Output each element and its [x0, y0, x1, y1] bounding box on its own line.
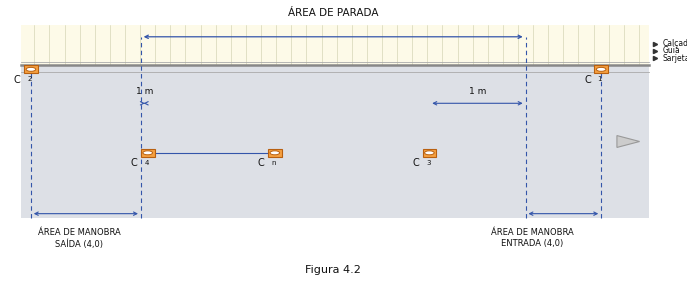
Text: C: C [584, 75, 591, 85]
Text: Calçada: Calçada [663, 39, 687, 48]
Text: Figura 4.2: Figura 4.2 [305, 265, 361, 275]
Text: 1 m: 1 m [469, 87, 486, 96]
Bar [141, 149, 155, 157]
Text: C: C [412, 158, 419, 168]
Polygon shape [617, 136, 640, 147]
Text: C: C [14, 75, 21, 85]
Text: SAÍDA (4,0): SAÍDA (4,0) [55, 239, 103, 249]
Bar [21, 65, 649, 218]
Circle shape [270, 151, 280, 155]
Text: 2: 2 [27, 76, 32, 82]
Bar [594, 65, 608, 73]
Text: n: n [271, 160, 276, 166]
Circle shape [596, 67, 606, 71]
Text: Sarjeta: Sarjeta [663, 53, 687, 63]
Circle shape [26, 67, 36, 71]
Text: 1 m: 1 m [135, 87, 153, 96]
Text: C: C [131, 158, 137, 168]
Text: 3: 3 [426, 160, 431, 166]
Bar [423, 149, 436, 157]
Text: 4: 4 [144, 160, 148, 166]
Bar [268, 149, 282, 157]
Text: C: C [258, 158, 264, 168]
Text: Guia: Guia [663, 46, 681, 55]
Circle shape [425, 151, 434, 155]
Bar [24, 65, 38, 73]
Text: ÁREA DE MANOBRA: ÁREA DE MANOBRA [38, 228, 120, 237]
Circle shape [143, 151, 153, 155]
Text: ENTRADA (4,0): ENTRADA (4,0) [502, 239, 563, 248]
Text: ÁREA DE PARADA: ÁREA DE PARADA [288, 8, 379, 18]
Text: ÁREA DE MANOBRA: ÁREA DE MANOBRA [491, 228, 574, 237]
Bar [21, 25, 649, 65]
Text: 1: 1 [598, 76, 602, 82]
